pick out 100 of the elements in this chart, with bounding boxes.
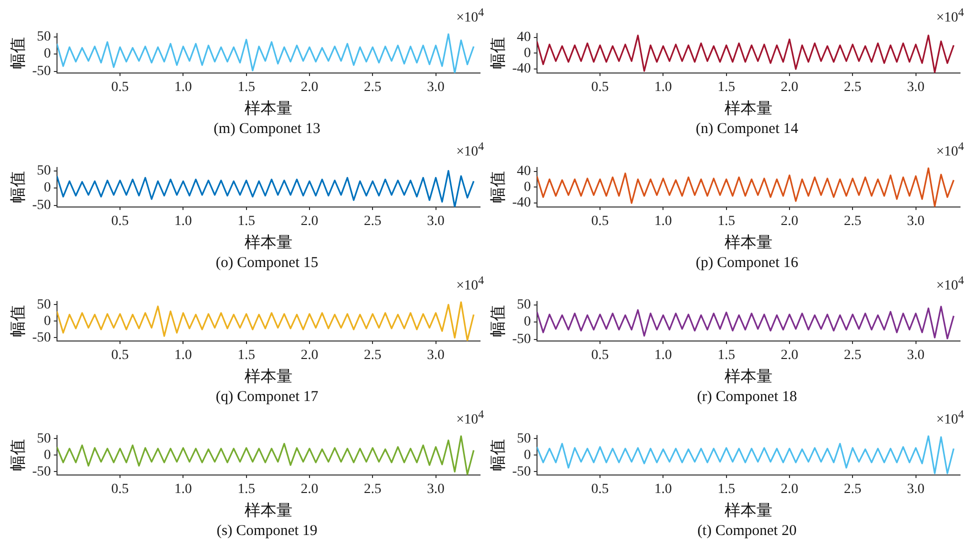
x-tick-label: 3.0 [907, 214, 925, 230]
y-tick-label: -50 [512, 332, 531, 347]
x-tick-label: 2.5 [844, 214, 862, 230]
y-tick-label: -50 [32, 330, 51, 346]
text: ×10$^{4}$ [456, 274, 484, 295]
x-tick-label: 0.5 [591, 482, 609, 498]
x-tick-label: 0.5 [111, 348, 129, 364]
y-axis-title: 幅值 [488, 305, 507, 338]
x-tick-label: 0.5 [111, 214, 129, 230]
text: ×10$^{4}$ [936, 6, 964, 27]
x-tick-label: 0.5 [111, 482, 129, 498]
y-tick-label: -40 [512, 62, 531, 77]
y-tick-label: 50 [516, 298, 531, 313]
x-tick-label: 2.5 [364, 348, 382, 364]
y-tick-label: -50 [32, 198, 51, 213]
x-tick-label: 0.5 [591, 80, 609, 96]
x-tick-label: 2.5 [844, 348, 862, 364]
x-tick-label: 2.5 [844, 482, 862, 498]
x-tick-label: 2.5 [364, 80, 382, 96]
x-tick-label: 2.0 [780, 80, 798, 96]
text: ×10$^{4}$ [456, 6, 484, 27]
x-tick-label: 2.5 [364, 482, 382, 498]
x-axis-title: 样本量 [244, 98, 292, 118]
x-tick-label: 2.0 [780, 482, 798, 498]
text: (p) Componet 16 [694, 254, 800, 272]
x-tick-label: 3.0 [427, 80, 445, 96]
x-axis-title: 样本量 [724, 366, 772, 386]
x-tick-label: 1.0 [174, 482, 192, 498]
x-tick-label: 1.5 [238, 214, 256, 230]
text: ×10$^{4}$ [456, 140, 484, 161]
x-tick-label: 1.5 [718, 80, 736, 96]
y-tick-label: 40 [516, 164, 531, 180]
y-tick-label: -50 [32, 464, 51, 480]
y-axis-title: 幅值 [8, 37, 27, 70]
x-axis-title: 样本量 [244, 232, 292, 252]
x-tick-label: 3.0 [427, 348, 445, 364]
text: ×10$^{4}$ [936, 408, 964, 429]
y-tick-label: 50 [36, 30, 51, 45]
x-tick-label: 1.0 [654, 214, 672, 230]
y-axis-title: 幅值 [8, 439, 27, 472]
x-axis-title: 样本量 [724, 98, 772, 118]
y-tick-label: 0 [44, 448, 51, 463]
y-axis-title: 幅值 [488, 37, 507, 70]
y-tick-label: 50 [36, 297, 51, 312]
y-tick-label: -50 [512, 464, 531, 480]
y-tick-label: 0 [44, 180, 51, 196]
x-tick-label: 3.0 [907, 482, 925, 498]
text: ×10$^{4}$ [936, 140, 964, 161]
x-tick-label: 2.5 [844, 80, 862, 96]
x-tick-label: 2.0 [300, 214, 318, 230]
x-tick-label: 2.0 [300, 482, 318, 498]
y-axis-title: 幅值 [8, 305, 27, 338]
y-tick-label: 0 [44, 46, 51, 62]
x-tick-label: 3.0 [907, 80, 925, 96]
x-tick-label: 0.5 [591, 214, 609, 230]
y-tick-label: 0 [524, 448, 531, 463]
y-axis-title: 幅值 [8, 171, 27, 204]
x-tick-label: 1.0 [654, 348, 672, 364]
x-tick-label: 1.5 [718, 482, 736, 498]
x-tick-label: 2.0 [780, 348, 798, 364]
y-tick-label: 0 [524, 314, 531, 330]
y-tick-label: -40 [512, 196, 531, 211]
text: (r) Componet 18 [696, 388, 798, 406]
x-tick-label: 2.0 [300, 80, 318, 96]
x-tick-label: 2.5 [364, 214, 382, 230]
x-tick-label: 1.5 [238, 80, 256, 96]
text: (t) Componet 20 [696, 522, 798, 540]
y-tick-label: 40 [516, 30, 531, 46]
y-tick-label: 0 [524, 180, 531, 195]
text: (o) Componet 15 [214, 254, 320, 272]
x-tick-label: 3.0 [427, 214, 445, 230]
y-tick-label: 50 [36, 164, 51, 179]
x-tick-label: 1.0 [174, 80, 192, 96]
x-tick-label: 1.5 [238, 348, 256, 364]
y-tick-label: 0 [524, 46, 531, 61]
x-axis-title: 样本量 [244, 366, 292, 386]
x-axis-title: 样本量 [724, 500, 772, 520]
x-tick-label: 1.5 [718, 348, 736, 364]
y-axis-title: 幅值 [488, 439, 507, 472]
text: (m) Componet 13 [212, 120, 322, 138]
y-tick-label: -50 [32, 64, 51, 79]
x-tick-label: 1.0 [174, 348, 192, 364]
text: ×10$^{4}$ [456, 408, 484, 429]
x-tick-label: 1.0 [654, 482, 672, 498]
x-tick-label: 1.5 [718, 214, 736, 230]
y-tick-label: 50 [36, 431, 51, 446]
x-tick-label: 3.0 [907, 348, 925, 364]
y-tick-label: 50 [516, 431, 531, 446]
x-tick-label: 1.0 [174, 214, 192, 230]
y-tick-label: 0 [44, 314, 51, 329]
x-tick-label: 0.5 [591, 348, 609, 364]
x-tick-label: 2.0 [300, 348, 318, 364]
text: (q) Componet 17 [214, 388, 320, 406]
y-axis-title: 幅值 [488, 171, 507, 204]
text: (s) Componet 19 [216, 522, 318, 540]
x-tick-label: 3.0 [427, 482, 445, 498]
x-tick-label: 2.0 [780, 214, 798, 230]
x-tick-label: 1.0 [654, 80, 672, 96]
x-axis-title: 样本量 [244, 500, 292, 520]
text: (n) Componet 14 [694, 120, 800, 138]
